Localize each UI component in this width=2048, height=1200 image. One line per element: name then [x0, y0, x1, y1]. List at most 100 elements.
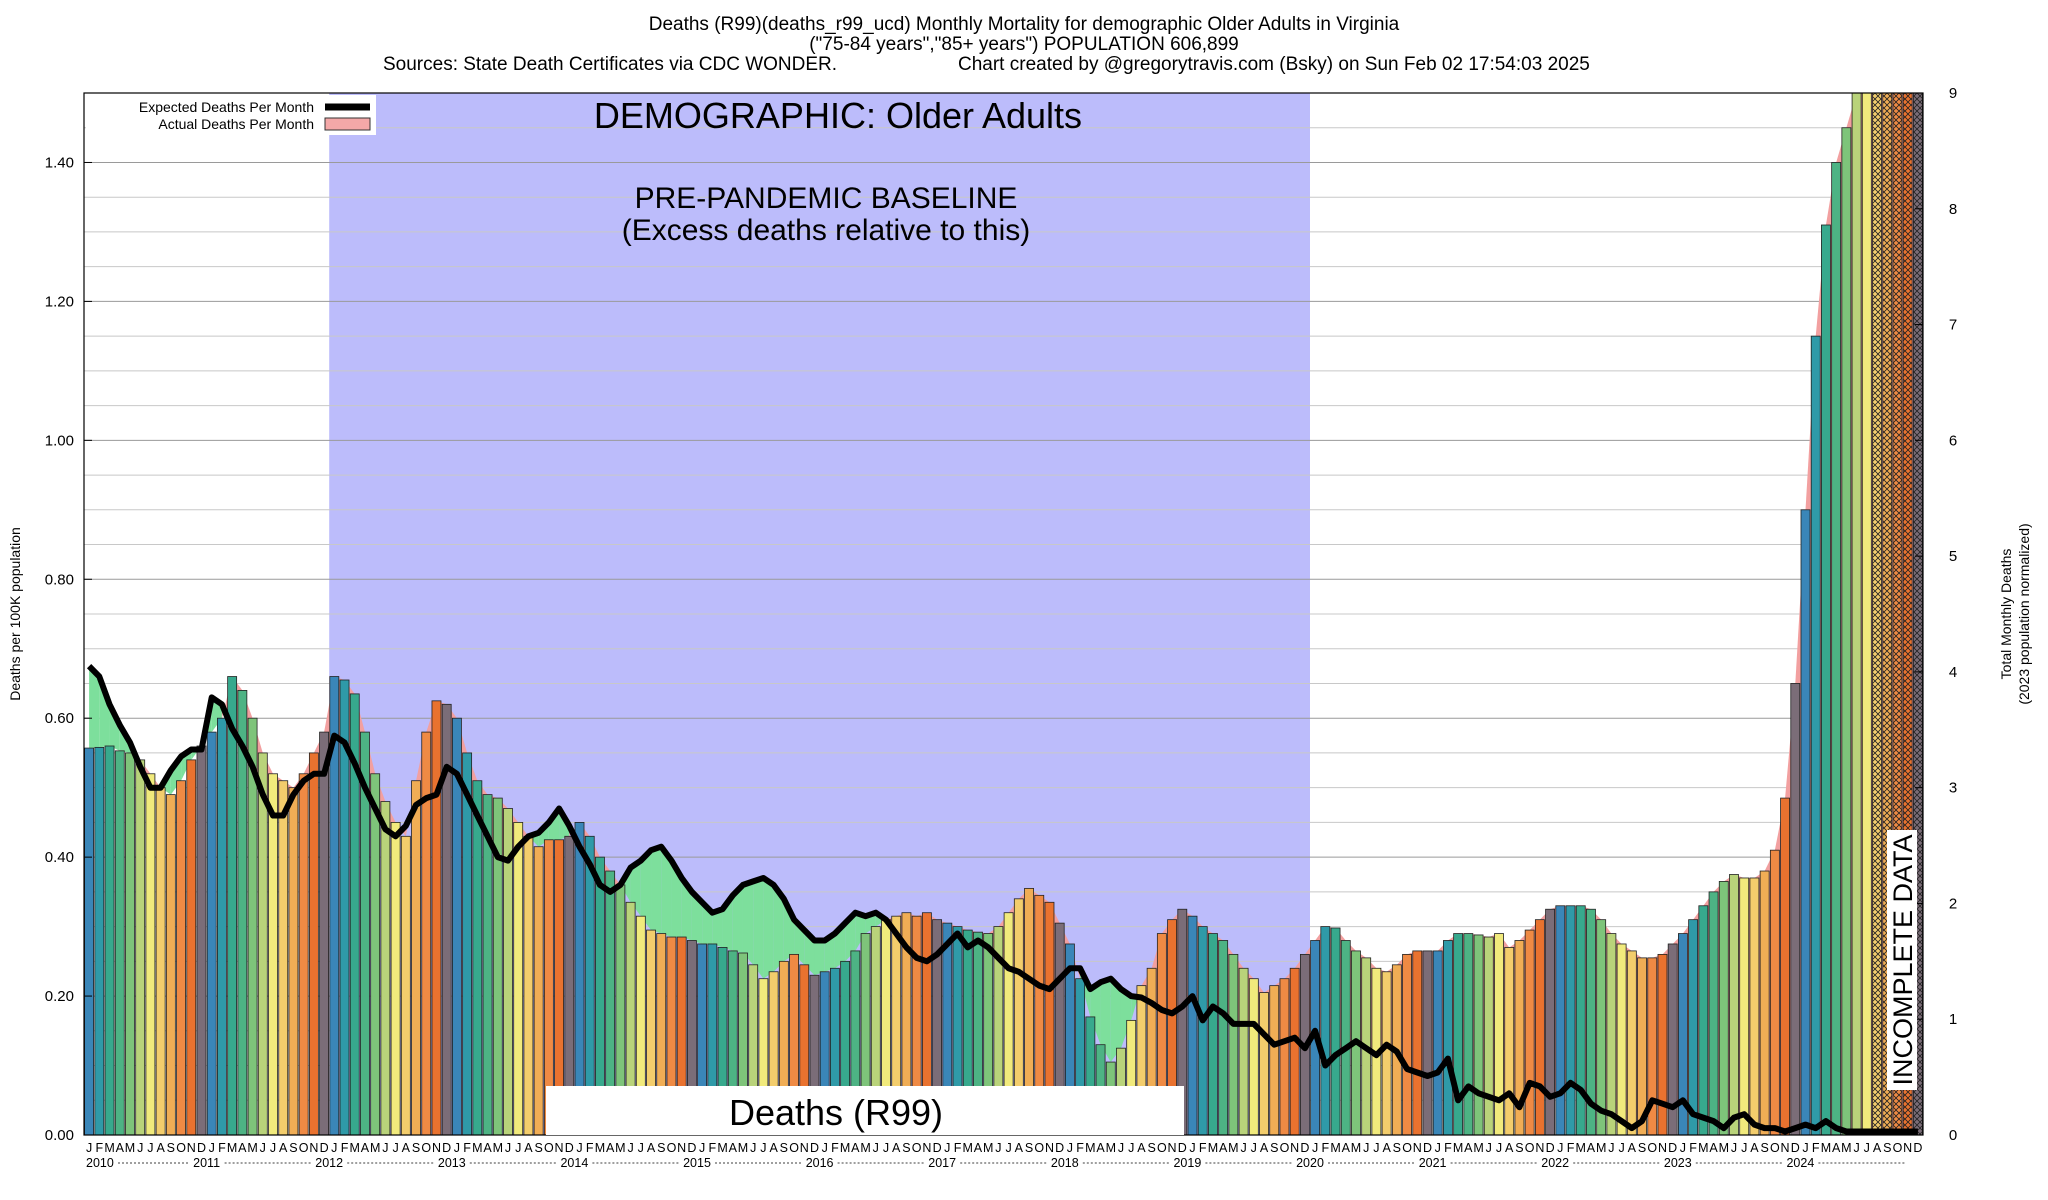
- x-month-label: A: [647, 1141, 656, 1155]
- excess-fill: [1131, 985, 1142, 1021]
- bar: [1248, 978, 1259, 1136]
- x-month-label: A: [279, 1141, 288, 1155]
- x-month-label: J: [1189, 1141, 1195, 1155]
- bar: [1718, 881, 1729, 1136]
- y-tick-label: 0.80: [45, 571, 74, 588]
- x-year-label: 2022: [1541, 1156, 1569, 1170]
- excess-fill: [845, 912, 856, 962]
- x-month-label: J: [392, 1141, 398, 1155]
- x-month-label: J: [627, 1141, 633, 1155]
- x-month-label: F: [218, 1141, 226, 1155]
- x-month-label: S: [289, 1141, 297, 1155]
- y2-tick-label: 1: [1949, 1011, 1957, 1028]
- plot-area: 0.00 0.20 0.40 0.60 0.80 1.00 1.20 1.40 0 1 2 3 4 5 6 7…: [7, 85, 2032, 1170]
- x-month-label: J: [1496, 1141, 1502, 1155]
- x-month-label: J: [1251, 1141, 1257, 1155]
- x-month-label: J: [1435, 1141, 1441, 1155]
- x-month-label: D: [1668, 1141, 1677, 1155]
- x-month-label: J: [1618, 1141, 1624, 1155]
- bar: [1340, 940, 1351, 1136]
- excess-fill: [99, 676, 110, 748]
- incomplete-label-box: [1887, 830, 1917, 1090]
- x-month-label: J: [515, 1141, 521, 1155]
- x-month-label: M: [104, 1141, 114, 1155]
- bar: [1841, 127, 1852, 1136]
- bar: [1851, 92, 1862, 1136]
- x-month-label: M: [350, 1141, 360, 1155]
- excess-fill: [855, 912, 866, 951]
- excess-fill: [405, 780, 417, 837]
- excess-fill: [681, 877, 692, 941]
- x-month-label: A: [1628, 1141, 1637, 1155]
- x-month-label: M: [1596, 1141, 1606, 1155]
- x-month-label: M: [493, 1141, 503, 1155]
- bar: [1187, 915, 1198, 1136]
- x-month-label: O: [1280, 1141, 1290, 1155]
- x-month-label: F: [1444, 1141, 1452, 1155]
- bar: [1494, 933, 1504, 1136]
- bar: [1381, 971, 1392, 1136]
- x-year-label: 2020: [1296, 1156, 1324, 1170]
- x-month-label: M: [1821, 1141, 1831, 1155]
- x-month-label: F: [1689, 1141, 1697, 1155]
- bar: [1698, 905, 1709, 1136]
- annotation-incomplete: INCOMPLETE DATA: [1888, 834, 1918, 1085]
- bar: [1534, 919, 1545, 1136]
- x-month-label: M: [1841, 1141, 1851, 1155]
- x-month-label: D: [442, 1141, 451, 1155]
- x-month-label: N: [1903, 1141, 1912, 1155]
- x-year-label: 2015: [683, 1156, 711, 1170]
- x-month-label: M: [227, 1141, 237, 1155]
- x-month-label: A: [1260, 1141, 1269, 1155]
- bar: [288, 787, 299, 1136]
- bar: [1831, 162, 1842, 1136]
- x-month-label: J: [137, 1141, 143, 1155]
- bar: [1320, 926, 1331, 1136]
- x-month-label: D: [1423, 1141, 1432, 1155]
- bar: [1259, 992, 1269, 1136]
- x-month-label: A: [1219, 1141, 1228, 1155]
- x-month-label: J: [883, 1141, 889, 1155]
- x-month-label: F: [709, 1141, 717, 1155]
- annotation-baseline: PRE-PANDEMIC BASELINE: [635, 182, 1018, 215]
- x-month-label: S: [1515, 1141, 1523, 1155]
- x-month-label: J: [995, 1141, 1001, 1155]
- x-month-label: D: [810, 1141, 819, 1155]
- x-month-label: J: [699, 1141, 705, 1155]
- x-month-label: N: [555, 1141, 564, 1155]
- x-month-label: A: [1832, 1141, 1841, 1155]
- bar: [421, 731, 432, 1136]
- x-month-label: D: [1546, 1141, 1555, 1155]
- bar: [1330, 927, 1341, 1136]
- bar: [1596, 919, 1607, 1136]
- x-month-label: F: [463, 1141, 471, 1155]
- x-month-label: S: [1147, 1141, 1155, 1155]
- x-month-label: J: [1864, 1141, 1870, 1155]
- x-month-label: J: [1557, 1141, 1563, 1155]
- incomplete-hatch: [1882, 93, 1892, 1135]
- bar: [1575, 905, 1586, 1136]
- x-month-label: J: [638, 1141, 644, 1155]
- bar: [472, 780, 483, 1136]
- x-month-label: A: [892, 1141, 901, 1155]
- x-month-label: J: [382, 1141, 388, 1155]
- excess-fill: [661, 846, 672, 938]
- bar: [155, 787, 166, 1136]
- excess-fill: [1069, 943, 1081, 979]
- x-month-label: O: [789, 1141, 799, 1155]
- x-month-label: J: [454, 1141, 460, 1155]
- excess-fill: [814, 940, 825, 976]
- x-month-label: O: [912, 1141, 922, 1155]
- bar: [145, 773, 156, 1136]
- excess-fill: [691, 891, 703, 944]
- x-month-label: F: [586, 1141, 594, 1155]
- excess-fill: [1120, 989, 1132, 1049]
- incomplete-hatch: [1903, 93, 1913, 1135]
- legend-swatch-actual: [324, 117, 371, 131]
- x-month-label: M: [1085, 1141, 1095, 1155]
- x-month-label: M: [1473, 1141, 1483, 1155]
- expected-line: [86, 663, 1918, 1135]
- x-month-label: J: [1067, 1141, 1073, 1155]
- excess-fill: [1110, 978, 1121, 1063]
- chart-sources: Sources: State Death Certificates via CD…: [383, 54, 838, 75]
